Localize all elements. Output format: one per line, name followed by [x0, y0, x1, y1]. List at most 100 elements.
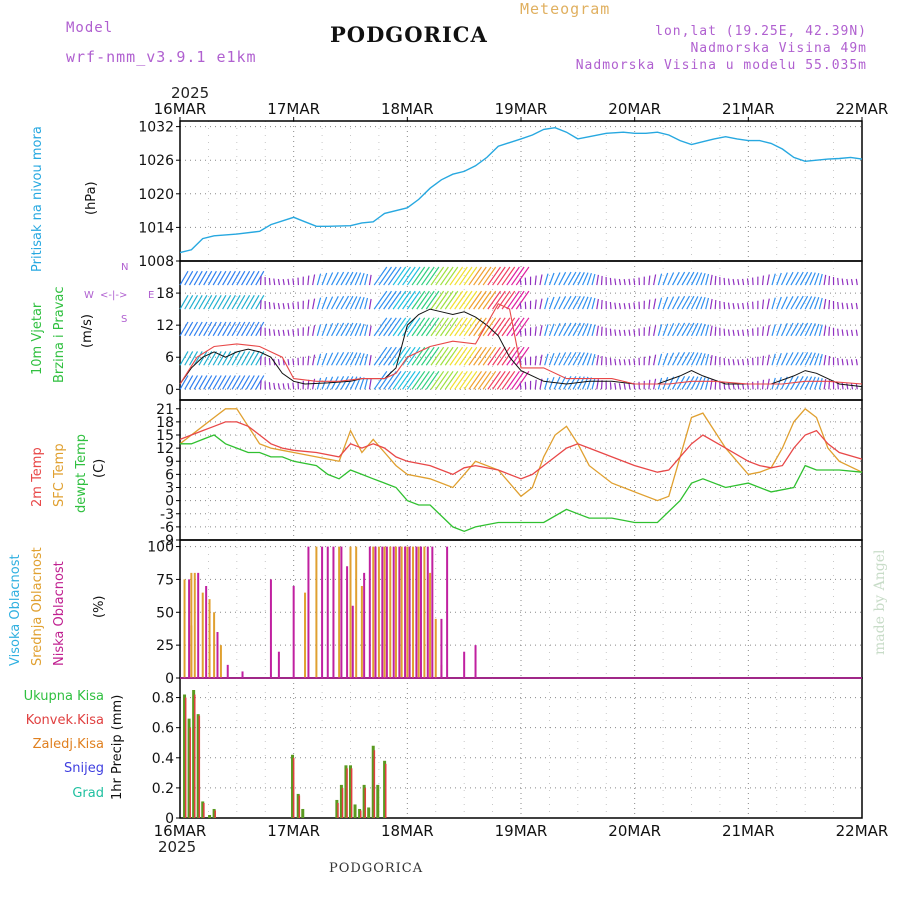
wind-barb	[496, 290, 511, 310]
wind-barb	[439, 346, 454, 366]
wind-barb	[667, 272, 675, 286]
x-tick-label-top: 21MAR	[722, 100, 775, 118]
wind-barb	[700, 273, 706, 286]
wind-barb	[695, 296, 703, 310]
wind-barb	[250, 321, 260, 337]
wind-barb	[841, 329, 844, 336]
wind-barb	[411, 317, 426, 337]
wind-barb	[316, 324, 322, 337]
wind-barb	[326, 296, 334, 310]
wind-barb	[236, 295, 246, 310]
wind-barb	[695, 376, 703, 390]
wind-barb	[449, 346, 464, 366]
wind-barb	[307, 275, 310, 286]
wind-barb	[727, 358, 730, 366]
wind-barb	[544, 377, 549, 390]
wind-barb	[292, 278, 295, 286]
wind-barb	[259, 326, 262, 336]
wind-barb	[458, 290, 473, 310]
wind-barb	[506, 370, 520, 390]
wind-barb	[335, 352, 345, 366]
page-title: PODGORICA	[330, 22, 488, 47]
wind-barb	[425, 346, 440, 366]
wind-barb	[623, 359, 626, 366]
wind-barb	[468, 266, 482, 286]
wind-barb	[799, 295, 809, 310]
wind-barb	[761, 355, 765, 366]
wind-barb	[700, 323, 706, 337]
wind-barb	[776, 352, 782, 366]
wind-barb	[823, 355, 827, 366]
wind-barb	[681, 376, 691, 390]
wind-barb	[804, 322, 813, 337]
wind-barb	[539, 298, 543, 310]
wind-barb	[705, 378, 710, 390]
wind-barb	[558, 271, 567, 286]
wind-barb	[653, 298, 657, 310]
y-tick-label: 0	[165, 811, 174, 827]
wind-barb	[482, 370, 497, 390]
wind-barb	[553, 296, 561, 310]
wind-barb	[519, 302, 522, 310]
wind-barb	[179, 270, 189, 286]
wind-barb	[591, 353, 596, 366]
wind-barb	[287, 302, 290, 310]
wind-barb	[492, 290, 506, 310]
credit-text: made by Angel	[872, 549, 888, 656]
wind-barb	[383, 290, 397, 310]
wind-barb	[618, 278, 622, 286]
wind-barb	[855, 329, 858, 336]
wind-barb	[406, 346, 421, 366]
wind-barb	[553, 272, 561, 286]
wind-barb	[672, 352, 680, 366]
wind-barb	[737, 278, 740, 286]
wind-barb	[359, 297, 365, 310]
wind-barb	[582, 272, 589, 286]
sfc-temp-line	[179, 407, 863, 502]
wind-barb	[245, 270, 255, 286]
wind-barb	[496, 346, 511, 366]
wind-barb	[501, 370, 516, 390]
wind-barb	[686, 376, 695, 390]
wind-barb	[468, 317, 482, 337]
wind-barb	[723, 301, 726, 310]
wind-barb	[804, 376, 813, 390]
wind-barb	[628, 383, 631, 390]
wind-barb	[416, 266, 430, 286]
wind-barb	[709, 298, 713, 310]
legend-snow: Snijeg	[64, 761, 104, 776]
wind-barb	[795, 322, 804, 337]
y-tick-label: 12	[156, 318, 174, 334]
wind-barb	[473, 266, 487, 286]
wind-barb	[558, 322, 567, 337]
wind-barb	[727, 302, 730, 310]
wind-barb	[340, 376, 350, 390]
wind-barb	[184, 351, 194, 366]
wind-barb	[282, 329, 285, 336]
wind-barb	[614, 329, 617, 336]
wind-barb	[695, 352, 703, 366]
wind-barb	[785, 322, 794, 337]
wind-barb	[558, 296, 567, 310]
wind-barb	[690, 322, 699, 337]
wind-barb	[454, 290, 468, 310]
wind-barb	[193, 321, 203, 337]
wind-barb	[335, 295, 345, 310]
wind-barb	[482, 317, 497, 337]
altitude-text: Nadmorska Visina 49m	[690, 41, 867, 56]
wind-barb	[828, 299, 831, 310]
wind-barb	[411, 370, 426, 390]
wind-barb	[255, 294, 265, 310]
wind-barb	[600, 356, 603, 366]
wind-barb	[709, 325, 713, 336]
wind-barb	[212, 270, 222, 286]
wind-barb	[695, 272, 703, 286]
wind-barb	[359, 323, 365, 337]
wind-barb	[307, 355, 310, 366]
wind-barb	[292, 329, 295, 336]
wind-barb	[207, 351, 217, 366]
wind-barb	[799, 352, 809, 366]
wind-barb	[600, 275, 603, 286]
wind-barb	[373, 317, 388, 337]
